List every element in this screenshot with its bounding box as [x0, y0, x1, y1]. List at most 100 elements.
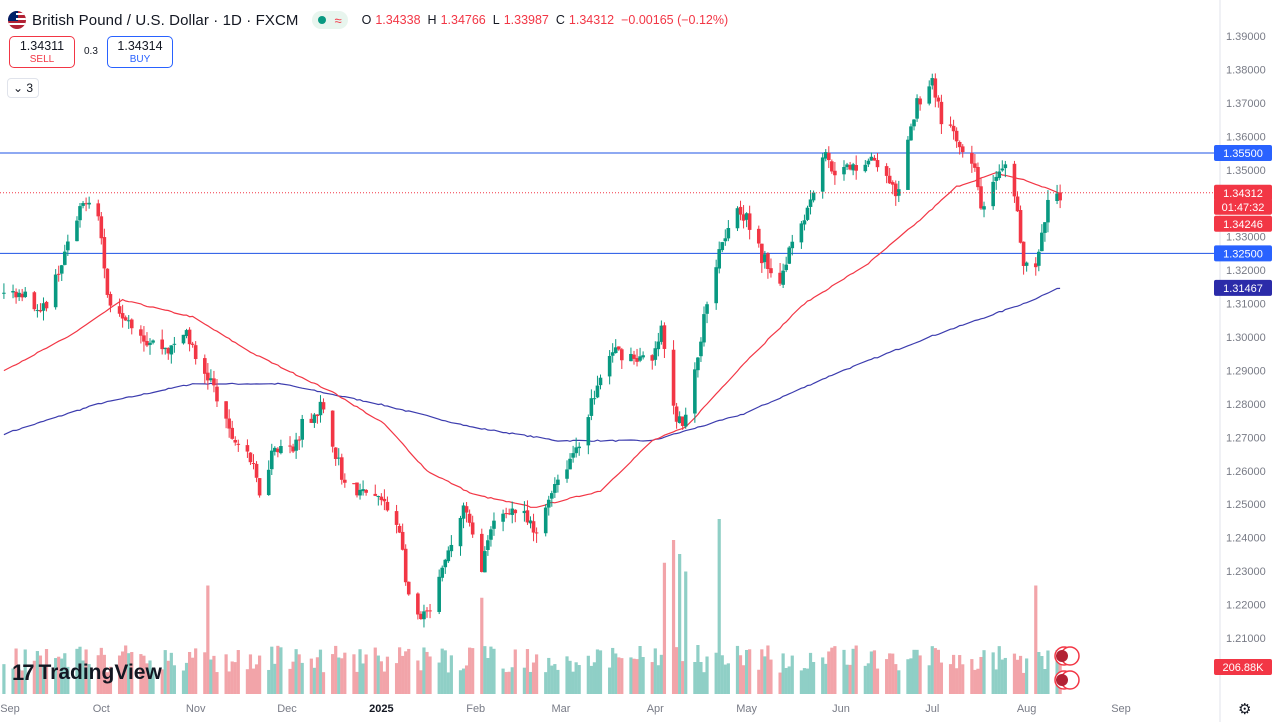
candle-body — [531, 521, 536, 533]
candle-body — [352, 483, 356, 485]
candle-body — [781, 270, 785, 285]
candle-body — [62, 251, 67, 265]
volume-bar — [416, 660, 420, 694]
candle-body — [854, 165, 858, 171]
volume-bar — [361, 663, 365, 694]
indicators-toggle[interactable]: ⌄ 3 — [7, 78, 40, 98]
candle-body — [339, 457, 344, 480]
volume-bar — [425, 651, 429, 694]
candle-body — [607, 355, 612, 377]
candle-body — [1055, 193, 1059, 201]
volume-bar — [629, 657, 633, 694]
time-axis-label: Aug — [1017, 703, 1037, 715]
volume-bar — [60, 658, 64, 694]
candle-body — [872, 157, 877, 161]
volume-bar — [446, 672, 450, 694]
candle-body — [790, 241, 795, 249]
time-axis-label: Nov — [186, 703, 206, 715]
close-label: C — [555, 13, 565, 27]
volume-bar — [854, 645, 858, 694]
candle-body — [976, 167, 980, 188]
price-axis-label: 1.28000 — [1226, 399, 1266, 411]
candle-body — [206, 372, 210, 381]
candle-body — [954, 130, 959, 142]
volume-bar — [550, 665, 554, 694]
time-axis: Sep Oct Nov Dec 2025 Feb Mar Apr May Jun Jul Aug Sep — [0, 703, 1131, 715]
candle-body — [489, 529, 493, 540]
volume-bar — [951, 654, 956, 694]
candle-body — [610, 352, 615, 356]
open-label: O — [361, 13, 372, 27]
volume-bar — [437, 662, 441, 694]
volume-bar — [230, 661, 234, 694]
candle-body — [811, 192, 816, 201]
candle-body — [875, 160, 880, 168]
volume-bar — [571, 671, 575, 694]
volume-bar — [99, 647, 103, 694]
candle-body — [297, 439, 301, 441]
candle-body — [443, 559, 448, 568]
candle-body — [318, 401, 323, 416]
candle-body — [513, 509, 518, 514]
candle-body — [209, 378, 213, 381]
market-status-pill[interactable]: ≈ — [312, 11, 348, 29]
volume-bar — [245, 669, 250, 694]
volume-bar — [909, 658, 913, 694]
volume-bar — [568, 660, 572, 694]
volume-bar — [611, 647, 615, 694]
candle-body — [361, 489, 365, 492]
candle-body — [930, 78, 935, 86]
volume-bar — [486, 658, 490, 694]
sell-button[interactable]: 1.34311 SELL — [9, 36, 75, 68]
symbol-title[interactable]: British Pound / U.S. Dollar · 1D · FXCM — [32, 11, 299, 29]
time-axis-label: Jul — [925, 703, 939, 715]
volume-bar — [671, 540, 676, 694]
candle-body — [693, 369, 697, 414]
volume-bar — [343, 652, 347, 694]
volume-bar — [105, 672, 110, 694]
volume-bar — [1043, 669, 1047, 694]
volume-bar — [461, 668, 466, 694]
candle-body — [970, 152, 974, 164]
low-value: 1.33987 — [503, 13, 549, 27]
candle-body — [96, 203, 101, 217]
candle-body — [294, 439, 298, 451]
candle-body — [799, 223, 804, 243]
volume-bar — [830, 647, 834, 694]
candle-body — [53, 274, 58, 308]
volume-bar — [650, 662, 654, 694]
volume-bar — [656, 665, 660, 694]
gear-icon[interactable]: ⚙ — [1238, 701, 1252, 718]
symbol-header[interactable]: British Pound / U.S. Dollar · 1D · FXCM … — [8, 8, 731, 32]
price-tag — [1214, 184, 1272, 201]
candle-body — [957, 142, 962, 148]
candle-body — [461, 505, 466, 519]
candle-body — [492, 520, 496, 529]
volume-bar — [66, 666, 70, 694]
candle-body — [406, 581, 411, 595]
candle-body — [190, 343, 195, 345]
volume-bar — [398, 647, 402, 694]
candle-body — [756, 228, 761, 244]
candle-body — [699, 341, 703, 357]
candle-body — [890, 182, 895, 185]
candle-body — [148, 342, 152, 345]
candle-body — [823, 152, 828, 159]
candle-body — [1058, 192, 1062, 201]
volume-bar — [236, 650, 240, 694]
candle-body — [87, 202, 91, 205]
candle-body — [403, 548, 408, 583]
buy-button[interactable]: 1.34314 BUY — [107, 36, 173, 68]
price-tags: 1.35500 1.34312 01:47:32 1.34246 1.32500 1.31… — [1214, 145, 1272, 675]
volume-bar — [757, 669, 761, 694]
candle-body — [17, 292, 21, 297]
volume-bar — [151, 667, 155, 694]
candle-body — [598, 377, 603, 386]
candle-body — [193, 345, 198, 360]
candle-body — [863, 164, 868, 172]
volume-bar — [172, 665, 176, 694]
volume-bar — [2, 664, 6, 694]
volume-bar — [315, 657, 320, 694]
volume-bar — [401, 655, 405, 694]
